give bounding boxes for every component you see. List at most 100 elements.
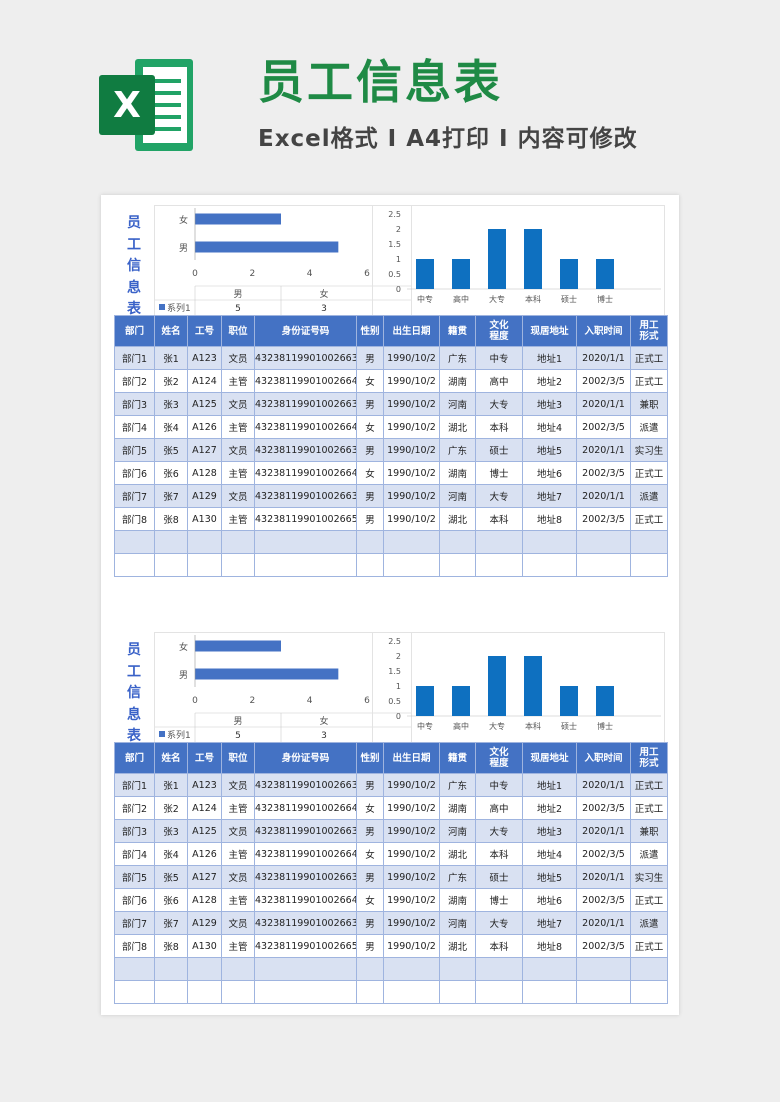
table-cell[interactable]: 1990/10/2 <box>383 796 440 820</box>
table-cell[interactable]: 文员 <box>221 346 255 370</box>
table-cell[interactable]: 432381199010026635 <box>254 773 357 797</box>
table-cell[interactable] <box>254 957 357 981</box>
table-cell[interactable] <box>254 980 357 1004</box>
table-cell[interactable]: 2002/3/5 <box>576 461 631 485</box>
table-cell[interactable]: 湖南 <box>439 461 476 485</box>
table-cell[interactable]: 部门4 <box>114 415 155 439</box>
table-cell[interactable] <box>576 530 631 554</box>
table-cell[interactable]: 张2 <box>154 796 188 820</box>
table-cell[interactable]: 432381199010026635 <box>254 484 357 508</box>
table-cell[interactable] <box>114 530 155 554</box>
table-cell[interactable] <box>439 530 476 554</box>
table-cell[interactable]: A126 <box>187 842 222 866</box>
table-cell[interactable]: 男 <box>356 773 384 797</box>
table-cell[interactable]: 中专 <box>475 773 523 797</box>
table-cell[interactable]: 2002/3/5 <box>576 934 631 958</box>
table-cell[interactable]: A127 <box>187 865 222 889</box>
table-cell[interactable]: 主管 <box>221 796 255 820</box>
table-cell[interactable]: 男 <box>356 346 384 370</box>
table-cell[interactable] <box>114 957 155 981</box>
table-cell[interactable]: 兼职 <box>630 819 668 843</box>
table-cell[interactable] <box>356 957 384 981</box>
table-cell[interactable] <box>154 553 188 577</box>
table-cell[interactable]: 大专 <box>475 484 523 508</box>
table-cell[interactable]: 主管 <box>221 888 255 912</box>
table-cell[interactable]: 1990/10/2 <box>383 369 440 393</box>
table-cell[interactable]: 432381199010026635 <box>254 911 357 935</box>
table-cell[interactable] <box>221 553 255 577</box>
table-cell[interactable]: 高中 <box>475 369 523 393</box>
table-cell[interactable]: 正式工 <box>630 346 668 370</box>
table-cell[interactable]: 主管 <box>221 934 255 958</box>
table-cell[interactable] <box>630 553 668 577</box>
table-cell[interactable]: 2020/1/1 <box>576 484 631 508</box>
table-cell[interactable]: 文员 <box>221 865 255 889</box>
table-cell[interactable]: 部门5 <box>114 438 155 462</box>
table-cell[interactable]: 张5 <box>154 865 188 889</box>
table-cell[interactable] <box>356 980 384 1004</box>
table-cell[interactable] <box>439 980 476 1004</box>
table-cell[interactable]: A123 <box>187 773 222 797</box>
table-cell[interactable]: 地址2 <box>522 796 577 820</box>
table-cell[interactable]: 地址5 <box>522 865 577 889</box>
table-cell[interactable]: 2002/3/5 <box>576 507 631 531</box>
table-cell[interactable]: 2002/3/5 <box>576 842 631 866</box>
table-cell[interactable]: 张8 <box>154 934 188 958</box>
table-cell[interactable]: 2020/1/1 <box>576 911 631 935</box>
table-cell[interactable]: 张8 <box>154 507 188 531</box>
table-cell[interactable]: A130 <box>187 507 222 531</box>
table-cell[interactable] <box>576 957 631 981</box>
table-cell[interactable]: 2002/3/5 <box>576 888 631 912</box>
table-cell[interactable]: 湖南 <box>439 796 476 820</box>
table-cell[interactable]: 地址6 <box>522 461 577 485</box>
table-cell[interactable] <box>522 957 577 981</box>
table-cell[interactable]: 2020/1/1 <box>576 346 631 370</box>
table-cell[interactable]: 女 <box>356 842 384 866</box>
table-cell[interactable]: 1990/10/2 <box>383 438 440 462</box>
table-cell[interactable] <box>630 530 668 554</box>
table-cell[interactable] <box>187 980 222 1004</box>
table-cell[interactable]: 博士 <box>475 888 523 912</box>
table-cell[interactable]: 2020/1/1 <box>576 865 631 889</box>
table-cell[interactable]: 文员 <box>221 438 255 462</box>
table-cell[interactable]: 湖北 <box>439 934 476 958</box>
table-cell[interactable]: 地址3 <box>522 819 577 843</box>
table-cell[interactable]: 派遣 <box>630 911 668 935</box>
table-cell[interactable]: 1990/10/2 <box>383 934 440 958</box>
table-cell[interactable]: 文员 <box>221 392 255 416</box>
table-cell[interactable]: 部门4 <box>114 842 155 866</box>
table-cell[interactable]: 432381199010026646 <box>254 369 357 393</box>
table-cell[interactable]: 正式工 <box>630 369 668 393</box>
table-cell[interactable]: 文员 <box>221 773 255 797</box>
table-cell[interactable] <box>383 957 440 981</box>
table-cell[interactable] <box>254 530 357 554</box>
table-cell[interactable]: 河南 <box>439 484 476 508</box>
table-cell[interactable]: 正式工 <box>630 461 668 485</box>
table-cell[interactable] <box>383 980 440 1004</box>
table-cell[interactable] <box>221 957 255 981</box>
table-cell[interactable]: 大专 <box>475 392 523 416</box>
table-cell[interactable]: 男 <box>356 934 384 958</box>
table-cell[interactable]: 地址4 <box>522 415 577 439</box>
table-cell[interactable]: 1990/10/2 <box>383 346 440 370</box>
table-cell[interactable]: 部门5 <box>114 865 155 889</box>
table-cell[interactable] <box>439 553 476 577</box>
table-cell[interactable]: 1990/10/2 <box>383 911 440 935</box>
table-cell[interactable]: 1990/10/2 <box>383 888 440 912</box>
table-cell[interactable]: 432381199010026635 <box>254 438 357 462</box>
table-cell[interactable]: 432381199010026646 <box>254 415 357 439</box>
table-cell[interactable]: 部门2 <box>114 796 155 820</box>
table-cell[interactable]: 女 <box>356 369 384 393</box>
table-cell[interactable]: 河南 <box>439 392 476 416</box>
table-cell[interactable]: 432381199010026656 <box>254 934 357 958</box>
table-cell[interactable]: 湖北 <box>439 415 476 439</box>
table-cell[interactable]: 男 <box>356 484 384 508</box>
table-cell[interactable]: 张4 <box>154 415 188 439</box>
table-cell[interactable]: 部门6 <box>114 461 155 485</box>
table-cell[interactable]: 文员 <box>221 819 255 843</box>
table-cell[interactable]: 432381199010026635 <box>254 392 357 416</box>
table-cell[interactable]: 正式工 <box>630 796 668 820</box>
table-cell[interactable]: 张7 <box>154 911 188 935</box>
table-cell[interactable]: A123 <box>187 346 222 370</box>
table-cell[interactable]: A125 <box>187 392 222 416</box>
